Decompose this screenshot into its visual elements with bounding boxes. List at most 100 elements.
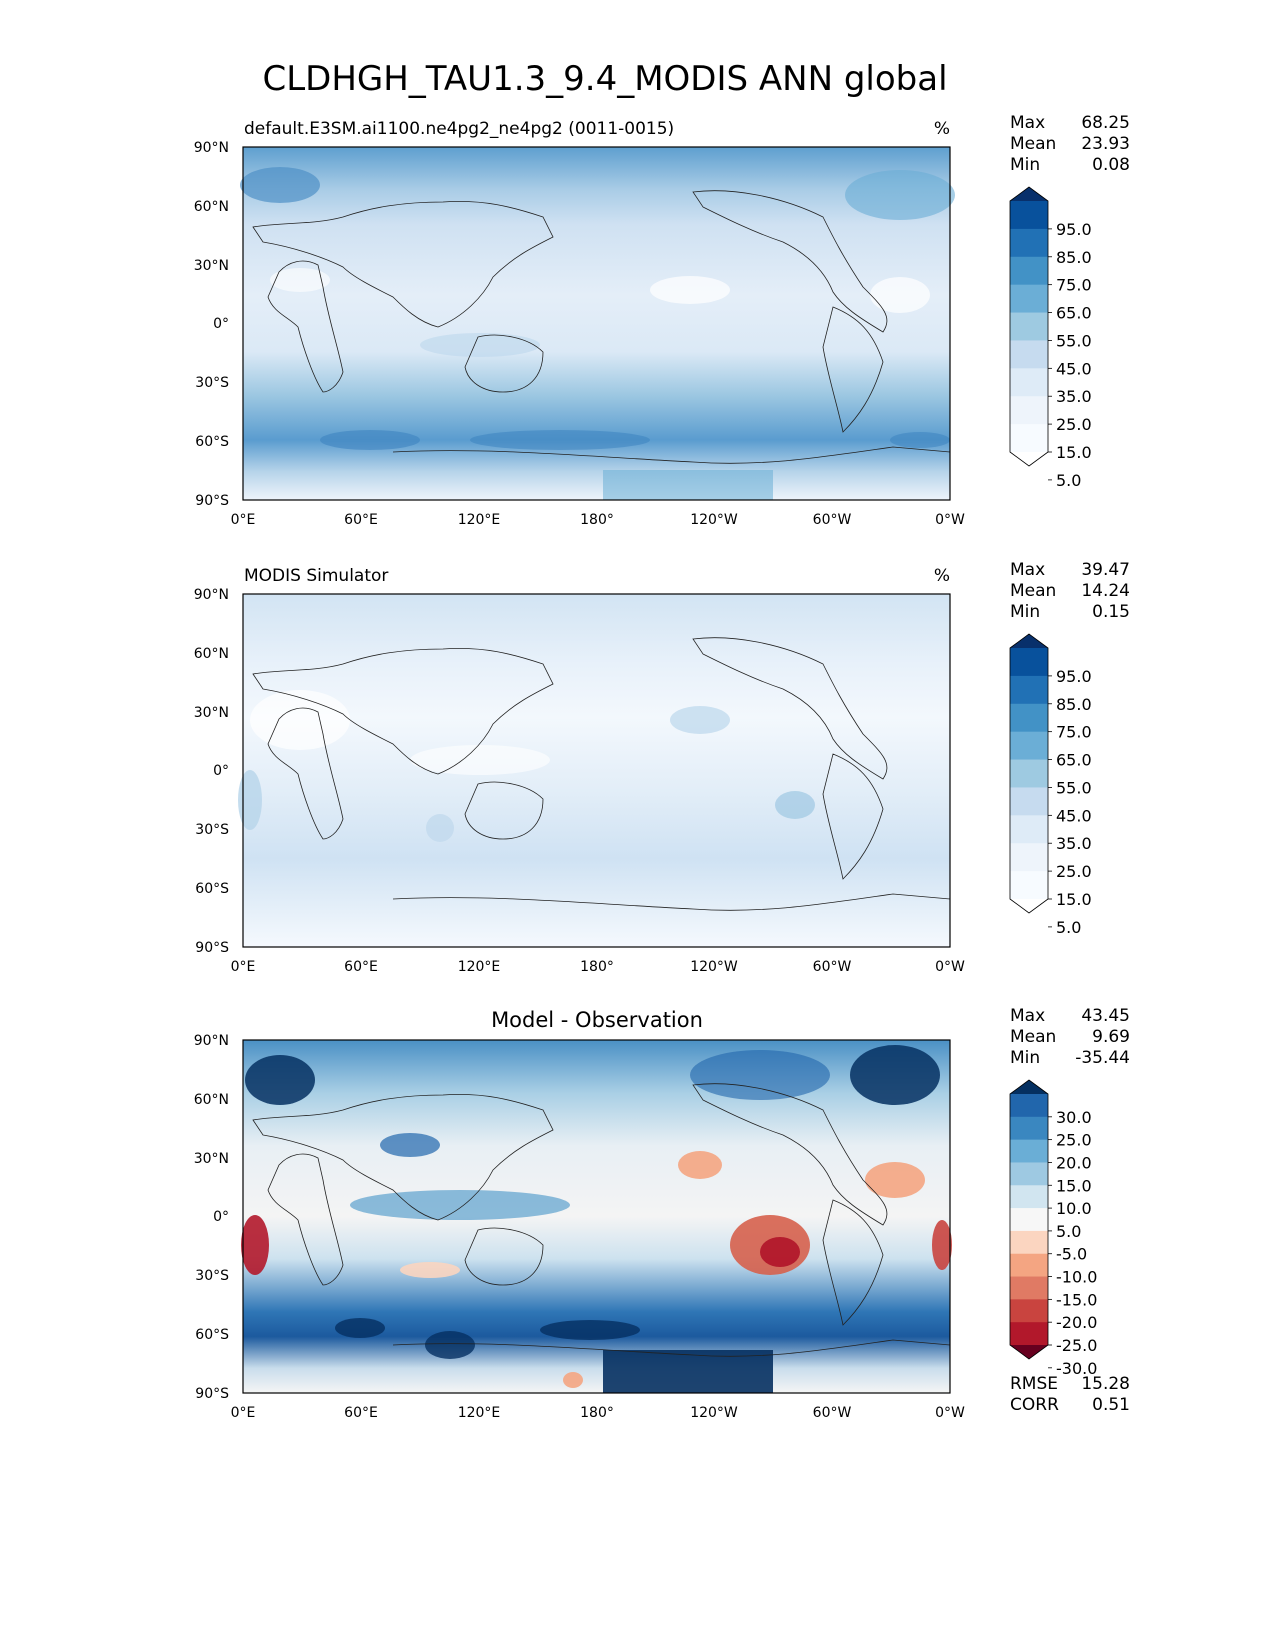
- contour-blob: [241, 1215, 269, 1275]
- lat-tick-label: 60°N: [194, 646, 229, 662]
- lon-tick-label: 60°W: [813, 1405, 852, 1421]
- lat-tick-label: 30°N: [194, 1151, 229, 1167]
- contour-blob: [690, 1050, 830, 1100]
- lon-tick-label: 0°E: [231, 959, 256, 975]
- figure-title: CLDHGH_TAU1.3_9.4_MODIS ANN global: [262, 59, 947, 99]
- colorbar-extend-top: [1010, 634, 1048, 648]
- stat-label: Max: [1010, 113, 1045, 133]
- contour-blob: [932, 1220, 952, 1270]
- panel-title-left: MODIS Simulator: [244, 566, 388, 586]
- map-area: [241, 1040, 952, 1393]
- colorbar-tick-label: 5.0: [1056, 1222, 1081, 1241]
- lat-tick-label: 30°S: [195, 1268, 229, 1284]
- contour-blob: [245, 1055, 315, 1105]
- colorbar-swatch: [1010, 312, 1048, 341]
- colorbar-swatch: [1010, 1253, 1048, 1278]
- colorbar-swatch: [1010, 1094, 1048, 1118]
- panel-units: %: [934, 119, 950, 139]
- contour-blob: [350, 1190, 570, 1220]
- colorbar-swatch: [1010, 731, 1048, 761]
- lon-tick-label: 60°E: [344, 1405, 378, 1421]
- lat-tick-label: 90°S: [195, 493, 229, 509]
- colorbar-tick-label: 45.0: [1056, 359, 1092, 378]
- lon-axis: 0°E 60°E 120°E 180° 120°W 60°W 0°W: [231, 512, 965, 528]
- stat-value: 9.69: [1092, 1027, 1130, 1047]
- lon-axis: 0°E 60°E 120°E 180° 120°W 60°W 0°W: [231, 959, 965, 975]
- colorbar: 95.0 85.0 75.0 65.0 55.0 45.0 35.0 25.0 15.0 5.0: [1009, 186, 1092, 490]
- map-frame: [242, 146, 951, 501]
- contour-blob: [420, 333, 540, 357]
- panel-units: %: [934, 566, 950, 586]
- coastlines: [252, 637, 951, 911]
- colorbar-tick-label: 85.0: [1056, 248, 1092, 267]
- colorbar-tick-label: -5.0: [1056, 1245, 1087, 1264]
- lon-tick-label: 0°W: [935, 1405, 965, 1421]
- map-area: [238, 594, 950, 947]
- colorbar-swatch: [1010, 787, 1048, 816]
- colorbar-swatch: [1010, 201, 1048, 230]
- colorbar-swatch: [1010, 675, 1048, 705]
- lat-tick-label: 90°N: [194, 587, 229, 603]
- stat-label: Mean: [1010, 581, 1056, 601]
- colorbar-extend-bottom: [1010, 899, 1048, 913]
- lat-tick-label: 60°N: [194, 1092, 229, 1108]
- lon-tick-label: 180°: [580, 512, 614, 528]
- contour-blob: [410, 745, 550, 775]
- stat-value: -35.44: [1075, 1048, 1130, 1068]
- colorbar-extend-top: [1010, 187, 1048, 201]
- colorbar-swatch: [1010, 424, 1048, 453]
- colorbar: 95.0 85.0 75.0 65.0 55.0 45.0 35.0 25.0 15.0 5.0: [1009, 633, 1092, 937]
- colorbar-swatch: [1010, 1299, 1048, 1323]
- lat-axis: 90°N 60°N 30°N 0° 30°S 60°S 90°S: [194, 140, 229, 509]
- colorbar-swatch: [1010, 256, 1048, 286]
- colorbar-tick-label: 15.0: [1056, 1176, 1092, 1195]
- lat-tick-label: 30°N: [194, 705, 229, 721]
- stat-value: 14.24: [1081, 581, 1130, 601]
- contour-blob: [563, 1372, 583, 1388]
- lat-tick-label: 30°S: [195, 822, 229, 838]
- contour-blob: [470, 430, 650, 450]
- colorbar-tick-label: 85.0: [1056, 695, 1092, 714]
- map-frame: [242, 1039, 951, 1394]
- panel-test: default.E3SM.ai1100.ne4pg2_ne4pg2 (0011-…: [194, 113, 1130, 528]
- colorbar-tick-label: 25.0: [1056, 415, 1092, 434]
- contour-blob: [603, 1350, 773, 1393]
- lat-tick-label: 60°S: [195, 434, 229, 450]
- stat-value: 39.47: [1081, 560, 1130, 580]
- contour-blob: [425, 1331, 475, 1359]
- stat-label: Mean: [1010, 1027, 1056, 1047]
- lon-tick-label: 120°E: [458, 1405, 501, 1421]
- stat-label: Min: [1010, 155, 1040, 175]
- colorbar-swatch: [1010, 284, 1048, 314]
- lat-tick-label: 60°S: [195, 881, 229, 897]
- lat-tick-label: 60°N: [194, 199, 229, 215]
- lon-axis: 0°E 60°E 120°E 180° 120°W 60°W 0°W: [231, 1405, 965, 1421]
- contour-blob: [240, 167, 320, 203]
- map-field: [243, 594, 950, 947]
- lon-tick-label: 120°W: [690, 959, 738, 975]
- contour-blob: [540, 1320, 640, 1340]
- stat-label: Mean: [1010, 134, 1056, 154]
- colorbar-tick-label: 75.0: [1056, 276, 1092, 295]
- stat-label: Max: [1010, 1006, 1045, 1026]
- lon-tick-label: 60°E: [344, 959, 378, 975]
- colorbar-swatch: [1010, 1162, 1048, 1186]
- contour-blob: [775, 791, 815, 819]
- lat-tick-label: 90°N: [194, 140, 229, 156]
- stat-label: Max: [1010, 560, 1045, 580]
- contour-blob: [870, 277, 930, 313]
- lat-tick-label: 0°: [213, 1209, 229, 1225]
- lat-tick-label: 0°: [213, 763, 229, 779]
- colorbar-tick-label: 30.0: [1056, 1108, 1092, 1127]
- colorbar-swatch: [1010, 1322, 1048, 1346]
- stat-label: Min: [1010, 1048, 1040, 1068]
- colorbar-swatch: [1010, 815, 1048, 844]
- stat-value: 68.25: [1081, 113, 1130, 133]
- colorbar-tick-label: 5.0: [1056, 471, 1081, 490]
- colorbar-swatch: [1010, 648, 1048, 677]
- colorbar-tick-label: 10.0: [1056, 1199, 1092, 1218]
- colorbar-tick-label: 20.0: [1056, 1153, 1092, 1172]
- contour-blob: [270, 268, 330, 292]
- colorbar-tick-label: 15.0: [1056, 890, 1092, 909]
